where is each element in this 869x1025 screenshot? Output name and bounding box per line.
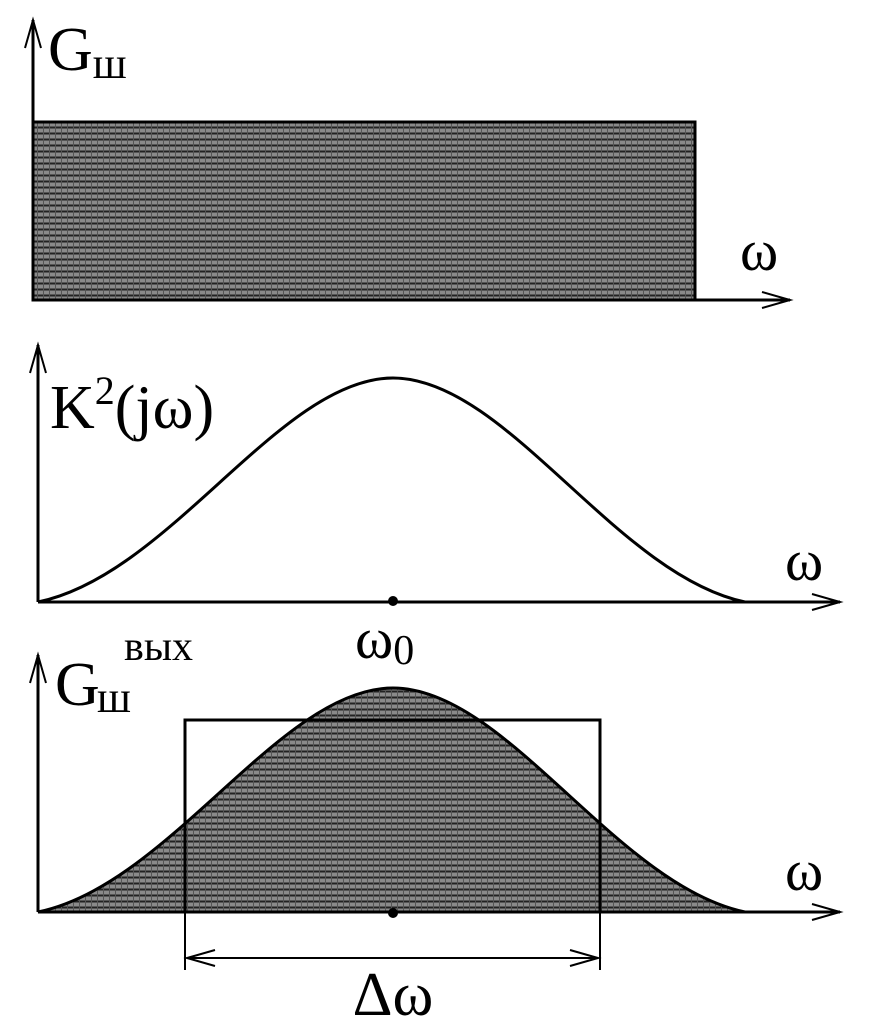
response-curve xyxy=(37,376,746,604)
label-main: G xyxy=(48,16,93,84)
arrowhead xyxy=(761,291,794,309)
arrowhead xyxy=(29,341,47,374)
arrowhead xyxy=(811,593,844,611)
y-label: K2(jω) xyxy=(50,368,214,442)
center-dot xyxy=(388,908,398,918)
panel-output: G вых ш ω Δω xyxy=(29,624,844,1025)
label-tail: (jω) xyxy=(115,374,214,442)
output-spectrum xyxy=(37,686,746,914)
center-label: ω0 xyxy=(355,606,414,674)
x-label: ω xyxy=(740,218,778,283)
y-label: G xyxy=(55,651,100,719)
x-label: ω xyxy=(785,528,823,593)
arrowhead xyxy=(811,903,844,921)
panel-filter: K2(jω) ω ω0 xyxy=(29,341,844,674)
arrowhead xyxy=(29,651,47,684)
center-dot xyxy=(388,596,398,606)
label-main: K xyxy=(50,374,95,442)
label-main: G xyxy=(55,651,100,719)
arrowhead xyxy=(24,16,42,49)
label-sup: вых xyxy=(124,624,193,670)
center-main: ω xyxy=(355,606,393,671)
label-sub: ш xyxy=(97,673,131,722)
label-sub: ш xyxy=(93,39,127,88)
arrowhead xyxy=(569,949,602,967)
label-sup: 2 xyxy=(95,368,115,413)
noise-spectrum xyxy=(31,120,697,302)
panel-input: Gш ω xyxy=(24,16,794,309)
arrowhead xyxy=(183,949,216,967)
center-sub: 0 xyxy=(393,628,414,674)
bandwidth-label: Δω xyxy=(353,961,434,1025)
y-label: Gш xyxy=(48,16,127,88)
x-label: ω xyxy=(785,838,823,903)
